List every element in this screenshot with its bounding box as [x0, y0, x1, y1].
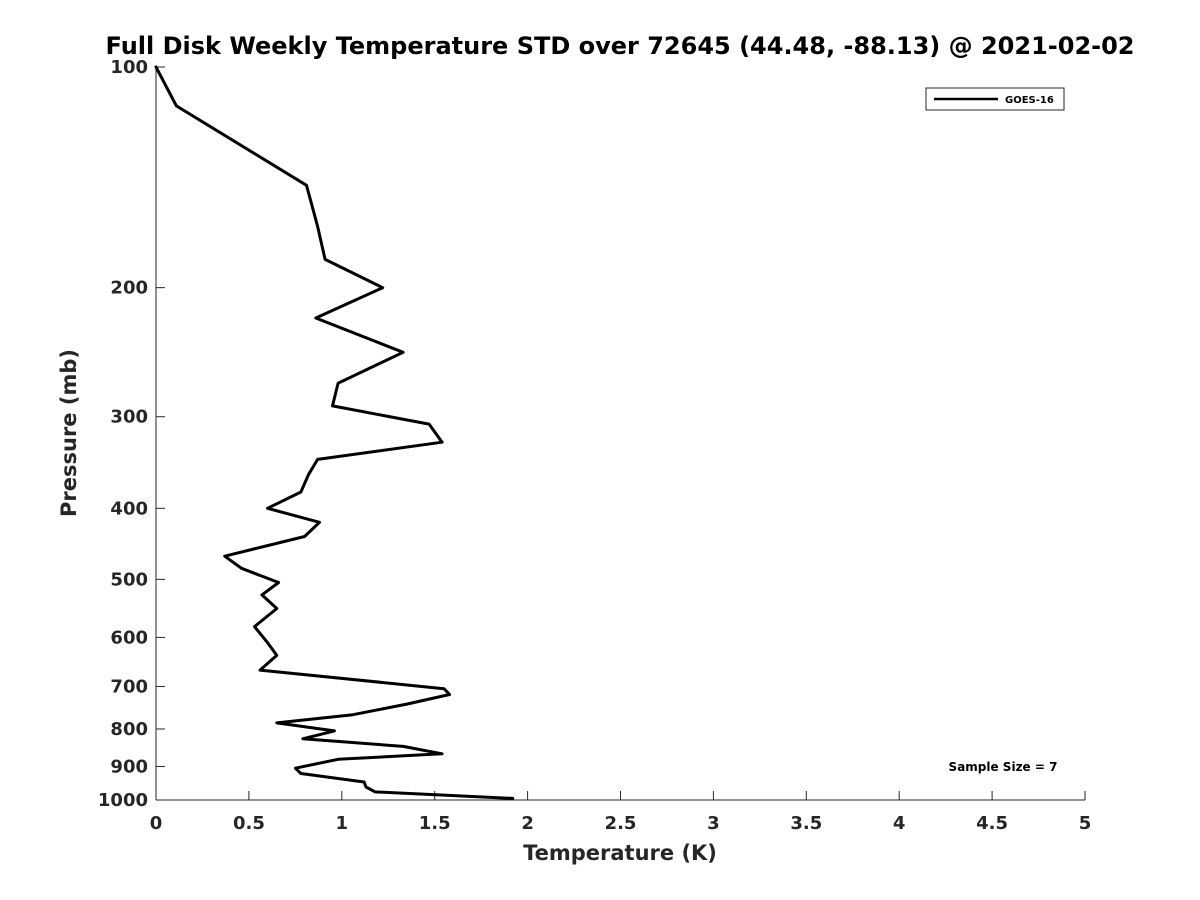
y-tick-label: 700 — [110, 676, 148, 697]
y-tick-label: 100 — [110, 57, 148, 78]
y-tick-label: 300 — [110, 407, 148, 428]
y-tick-label: 400 — [110, 498, 148, 519]
series-line-goes-16 — [154, 65, 515, 800]
y-tick-label: 200 — [110, 278, 148, 299]
y-axis-label: Pressure (mb) — [57, 349, 81, 517]
sample-size-annotation: Sample Size = 7 — [949, 760, 1058, 774]
x-tick-label: 3.5 — [790, 813, 822, 834]
x-tick-label: 3 — [707, 813, 720, 834]
y-tick-label: 800 — [110, 719, 148, 740]
legend: GOES-16 — [925, 87, 1065, 111]
x-tick-label: 4 — [893, 813, 906, 834]
y-tick-label: 900 — [110, 756, 148, 777]
x-tick-label: 2.5 — [605, 813, 637, 834]
y-tick-label: 1000 — [98, 790, 148, 811]
y-axis-ticks: 100 200 300 400 500 600 700 800 900 1000 — [98, 57, 165, 811]
series-layer — [154, 65, 515, 800]
x-tick-label: 2 — [521, 813, 534, 834]
y-tick-label: 500 — [110, 569, 148, 590]
x-tick-label: 4.5 — [976, 813, 1008, 834]
x-axis-label: Temperature (K) — [523, 841, 717, 865]
x-tick-label: 5 — [1079, 813, 1092, 834]
x-tick-label: 1.5 — [419, 813, 451, 834]
chart-title: Full Disk Weekly Temperature STD over 72… — [106, 32, 1135, 60]
x-tick-label: 1 — [336, 813, 349, 834]
x-tick-label: 0.5 — [233, 813, 265, 834]
legend-entry-goes-16: GOES-16 — [1005, 95, 1054, 106]
x-tick-label: 0 — [150, 813, 163, 834]
y-tick-label: 600 — [110, 627, 148, 648]
x-axis-ticks: 0 0.5 1 1.5 2 2.5 3 3.5 4 4.5 5 — [150, 791, 1092, 834]
